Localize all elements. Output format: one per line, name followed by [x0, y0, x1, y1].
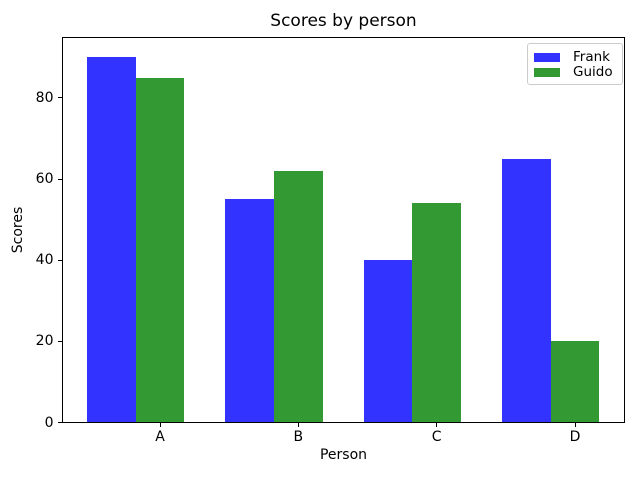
legend-label-guido: Guido	[573, 64, 613, 80]
x-tick-mark	[574, 422, 576, 427]
plot-area	[62, 37, 625, 423]
legend-item-frank: Frank	[534, 50, 616, 64]
bar-frank-d	[501, 158, 551, 423]
bar-guido-b	[273, 170, 323, 423]
y-tick-label-40: 40	[35, 252, 54, 269]
x-tick-mark	[436, 422, 438, 427]
y-tick-mark	[57, 259, 62, 261]
y-tick-mark	[57, 340, 62, 342]
bar-frank-b	[225, 199, 274, 423]
y-tick-label-60: 60	[35, 171, 54, 188]
bar-guido-a	[135, 77, 185, 423]
bar-guido-c	[412, 203, 461, 423]
bar-guido-d	[550, 341, 600, 423]
x-tick-mark	[159, 422, 161, 427]
legend: Frank Guido	[527, 43, 623, 85]
chart-title: Scores by person	[270, 11, 417, 31]
x-tick-mark	[297, 422, 299, 427]
y-tick-mark	[57, 178, 62, 180]
bar-frank-c	[363, 260, 413, 423]
x-tick-label-d: D	[569, 429, 581, 445]
x-tick-label-b: B	[293, 429, 304, 445]
legend-swatch-frank	[534, 52, 560, 62]
legend-swatch-guido	[534, 67, 560, 77]
y-tick-label-20: 20	[35, 333, 54, 350]
y-tick-mark	[57, 422, 62, 423]
y-tick-label-80: 80	[35, 89, 54, 106]
y-axis-label: Scores	[10, 206, 26, 254]
x-tick-label-c: C	[431, 429, 442, 445]
bar-frank-a	[86, 57, 136, 423]
legend-label-frank: Frank	[573, 49, 610, 65]
x-axis-label: Person	[319, 447, 368, 463]
y-tick-label-0: 0	[44, 414, 54, 431]
x-tick-label-a: A	[155, 429, 165, 445]
y-tick-mark	[57, 97, 62, 99]
legend-item-guido: Guido	[534, 65, 616, 79]
